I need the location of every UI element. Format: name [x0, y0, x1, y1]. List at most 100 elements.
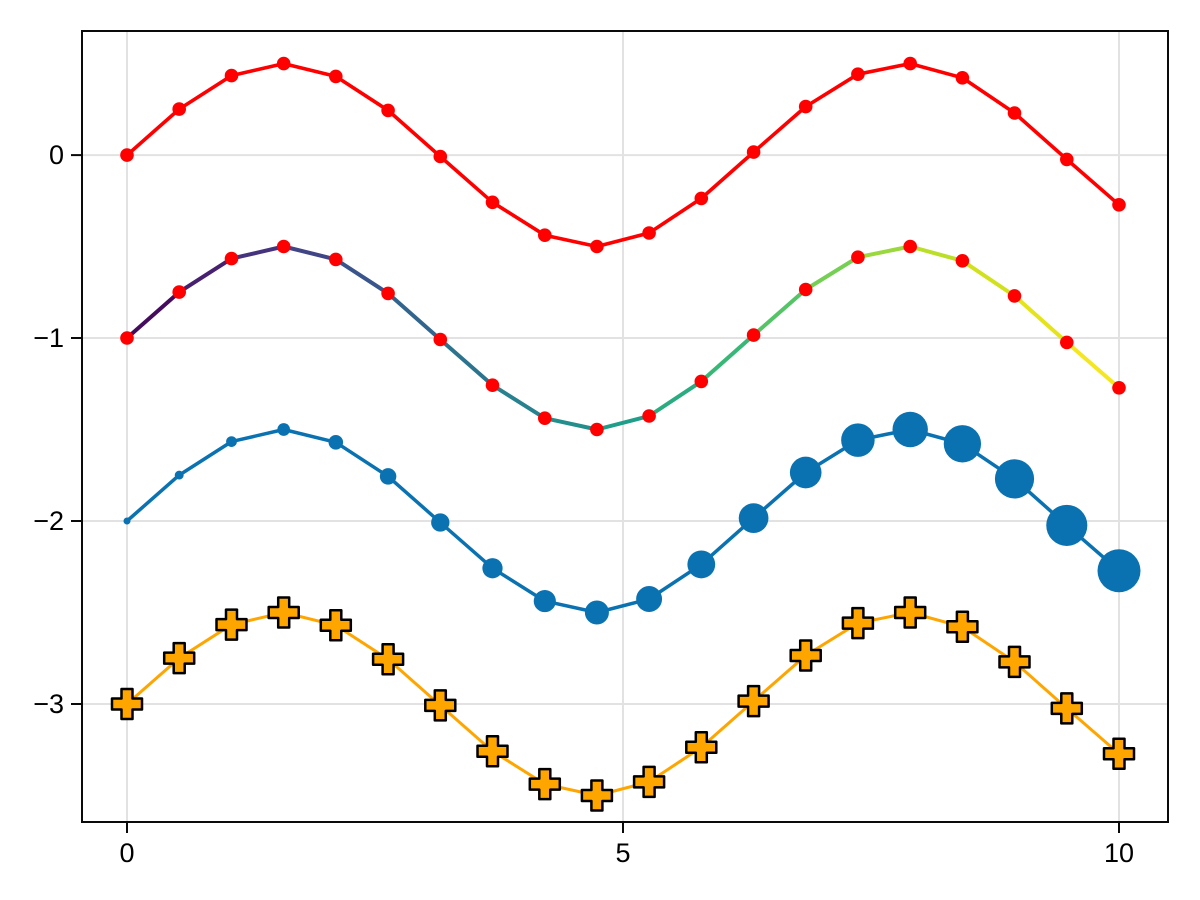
viridis-scatterline-marker: [642, 409, 656, 423]
viridis-scatterline-marker: [381, 286, 395, 301]
blue-growing-scatterline-marker: [584, 600, 609, 625]
viridis-scatterline-gradient-segment: [1064, 340, 1121, 390]
series-red-scatterline: [120, 56, 1126, 254]
red-scatterline-line: [125, 61, 1121, 249]
orange-cross-scatterline-cross-marker: [528, 767, 562, 801]
orange-cross-scatterline-cross-marker: [319, 609, 353, 642]
red-scatterline-marker: [746, 145, 761, 159]
orange-cross-scatterline-cross-marker: [371, 643, 405, 676]
viridis-scatterline-gradient-segment: [125, 290, 182, 340]
red-scatterline-marker: [381, 103, 395, 118]
red-scatterline-marker: [276, 56, 291, 71]
red-scatterline-marker: [485, 195, 500, 210]
orange-cross-scatterline-cross-marker: [580, 779, 614, 812]
plot-area-background: [82, 31, 1168, 822]
viridis-scatterline-gradient-segment: [438, 337, 495, 388]
grid: [82, 31, 1168, 822]
viridis-scatterline-marker: [1060, 335, 1074, 350]
orange-cross-scatterline-cross-marker: [632, 765, 666, 799]
viridis-scatterline-gradient-segment: [542, 416, 599, 432]
orange-cross-scatterline-cross-marker: [215, 608, 248, 641]
series-orange-cross-scatterline: [110, 596, 1136, 812]
viridis-scatterline-gradient-segment: [803, 255, 860, 292]
orange-cross-scatterline-cross-marker: [893, 596, 927, 629]
viridis-scatterline-gradient-segment: [281, 244, 338, 262]
red-scatterline-marker: [120, 148, 134, 162]
red-scatterline-marker: [1007, 106, 1022, 120]
orange-cross-scatterline-cross-marker: [267, 596, 300, 629]
orange-cross-scatterline-cross-marker: [737, 684, 770, 718]
series-blue-growing-scatterline: [123, 411, 1141, 625]
x-tick-label: 10: [1104, 838, 1134, 868]
viridis-scatterline-marker: [433, 332, 448, 347]
blue-growing-scatterline-marker: [1046, 504, 1088, 546]
viridis-scatterline-marker: [538, 411, 552, 426]
orange-cross-scatterline-cross-marker: [685, 731, 718, 764]
blue-growing-scatterline-marker: [1097, 549, 1141, 593]
viridis-scatterline-gradient-segment: [1012, 293, 1069, 345]
axis-spines: [81, 30, 1169, 823]
viridis-scatterline-marker: [329, 252, 343, 267]
viridis-scatterline-marker: [1112, 381, 1126, 395]
blue-growing-scatterline-marker: [943, 425, 982, 463]
blue-growing-scatterline-marker: [738, 503, 769, 533]
orange-cross-scatterline-cross-marker: [789, 639, 822, 672]
red-scatterline-marker: [955, 71, 970, 85]
orange-cross-scatterline-cross-marker: [946, 610, 979, 644]
viridis-scatterline-gradient-segment: [490, 383, 547, 421]
orange-cross-scatterline-cross-marker: [476, 734, 509, 768]
red-scatterline-marker: [851, 67, 865, 81]
blue-growing-scatterline-marker: [379, 468, 397, 485]
viridis-scatterline-marker: [903, 239, 917, 254]
red-scatterline-marker: [538, 228, 552, 242]
red-scatterline-marker: [798, 99, 813, 114]
blue-growing-scatterline-marker: [687, 550, 716, 579]
viridis-scatterline-gradient-segment: [699, 333, 756, 384]
viridis-scatterline-marker: [955, 253, 970, 268]
viridis-scatterline-marker: [224, 251, 239, 266]
orange-cross-scatterline-cross-marker: [424, 689, 457, 722]
red-scatterline-marker: [903, 56, 917, 71]
viridis-scatterline-marker: [590, 422, 604, 437]
viridis-scatterline-marker: [798, 282, 813, 297]
viridis-scatterline-marker: [1007, 289, 1022, 303]
viridis-scatterline-gradient-segment: [177, 256, 234, 295]
y-tick-label: −1: [33, 323, 64, 353]
viridis-scatterline-gradient-segment: [960, 258, 1017, 298]
axis-ticks: 0 5 10 0 −1 −2 −3: [33, 140, 1134, 868]
x-tick-label: 5: [615, 838, 630, 868]
viridis-scatterline-marker: [276, 239, 291, 254]
blue-growing-scatterline-marker: [226, 436, 237, 447]
red-scatterline-marker: [694, 191, 709, 206]
y-tick-label: −3: [33, 689, 64, 719]
red-scatterline-marker: [224, 68, 239, 83]
viridis-scatterline-marker: [746, 328, 761, 342]
blue-growing-scatterline-marker: [174, 470, 184, 480]
viridis-scatterline-marker: [172, 285, 186, 299]
red-scatterline-marker: [1060, 152, 1074, 167]
series-viridis-scatterline: [120, 239, 1126, 437]
viridis-scatterline-marker: [120, 331, 134, 345]
y-tick-label: 0: [49, 140, 64, 170]
viridis-scatterline-gradient-segment: [908, 244, 965, 263]
blue-growing-scatterline-marker: [328, 435, 344, 450]
blue-growing-scatterline-marker: [123, 517, 131, 525]
orange-cross-scatterline-cross-marker: [1050, 692, 1084, 725]
blue-growing-scatterline-marker: [789, 456, 822, 489]
viridis-scatterline-gradient-segment: [594, 414, 652, 432]
blue-growing-scatterline-marker: [994, 459, 1035, 499]
red-scatterline-marker: [642, 226, 656, 240]
blue-growing-scatterline-marker: [533, 590, 556, 613]
red-scatterline-marker: [590, 239, 604, 254]
red-scatterline-marker: [172, 102, 186, 116]
blue-growing-scatterline-marker: [277, 423, 291, 436]
orange-cross-scatterline-cross-marker: [841, 606, 875, 640]
viridis-scatterline-gradient-segment: [647, 379, 704, 418]
orange-cross-scatterline-cross-marker: [110, 687, 144, 721]
orange-cross-scatterline-cross-marker: [1102, 737, 1136, 771]
viridis-scatterline-marker: [485, 378, 500, 393]
orange-cross-scatterline-cross-marker: [998, 645, 1031, 679]
viridis-scatterline-gradient-segment: [855, 244, 913, 260]
